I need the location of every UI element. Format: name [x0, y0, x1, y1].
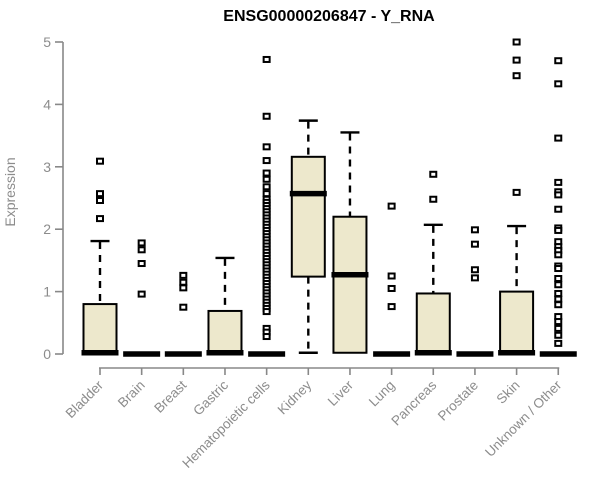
outlier-point — [387, 202, 396, 210]
outlier-point — [387, 272, 396, 280]
outlier-point — [137, 239, 146, 247]
outlier-point — [554, 226, 563, 234]
box-iqr — [82, 303, 118, 355]
outlier-point — [554, 274, 563, 282]
y-tick-label: 3 — [43, 159, 51, 175]
y-tick-label: 2 — [43, 221, 51, 237]
outlier-point — [470, 274, 479, 282]
outlier-point — [512, 72, 521, 80]
outlier-point — [179, 303, 188, 311]
outlier-point — [179, 284, 188, 292]
outlier-point — [137, 246, 146, 254]
outlier-point — [554, 318, 563, 326]
y-tick-label: 4 — [43, 96, 51, 112]
outlier-point — [470, 240, 479, 248]
outlier-point — [554, 191, 563, 199]
outlier-point — [262, 175, 271, 183]
outlier-point — [262, 190, 271, 198]
outlier-point — [554, 331, 563, 339]
outlier-point — [96, 190, 104, 198]
outlier-point — [554, 80, 563, 88]
outlier-point — [554, 324, 563, 332]
outlier-point — [512, 38, 521, 46]
outlier-point — [470, 266, 479, 274]
outlier-point — [554, 251, 563, 259]
x-tick-label: Prostate — [435, 378, 481, 424]
outlier-point — [262, 143, 271, 151]
outlier-point — [554, 295, 563, 303]
x-tick-label: Brain — [115, 378, 148, 411]
outlier-point — [387, 303, 396, 311]
outlier-point — [96, 157, 104, 165]
x-tick-label: Gastric — [190, 377, 231, 418]
outlier-point — [554, 281, 563, 289]
outlier-point — [137, 260, 146, 268]
box-iqr — [415, 292, 451, 355]
outlier-point — [512, 56, 521, 64]
outlier-point — [554, 289, 563, 297]
outlier-point — [137, 290, 146, 298]
outlier-point — [96, 196, 104, 204]
outlier-point — [179, 271, 188, 279]
x-tick-label: Skin — [494, 378, 523, 407]
box-iqr — [290, 155, 326, 278]
outlier-point — [262, 169, 271, 177]
y-axis-title: Expression — [2, 157, 18, 226]
outlier-point — [179, 278, 188, 286]
x-tick-label: Pancreas — [388, 377, 439, 428]
x-tick-label: Lung — [366, 378, 398, 410]
outlier-point — [554, 265, 563, 273]
outlier-point — [470, 226, 479, 234]
outlier-point — [262, 157, 271, 165]
outlier-point — [554, 301, 563, 309]
outlier-point — [554, 57, 563, 65]
outlier-point — [262, 183, 271, 191]
x-tick-label: Unknown / Other — [482, 377, 565, 460]
chart-title: ENSG00000206847 - Y_RNA — [223, 8, 435, 25]
outlier-point — [429, 195, 438, 203]
outlier-point — [512, 188, 521, 196]
x-tick-label: Bladder — [63, 377, 107, 421]
outlier-point — [554, 178, 563, 186]
outlier-point — [262, 333, 271, 341]
y-tick-label: 5 — [43, 34, 51, 50]
outlier-point — [387, 284, 396, 292]
y-tick-label: 0 — [43, 346, 51, 362]
x-tick-label: Kidney — [275, 377, 315, 417]
outlier-point — [262, 308, 271, 316]
box-iqr — [332, 215, 368, 354]
outlier-point — [262, 112, 271, 120]
x-tick-label: Breast — [151, 377, 189, 415]
outlier-point — [429, 170, 438, 178]
outlier-point — [554, 339, 563, 347]
x-tick-label: Liver — [325, 377, 357, 409]
box-iqr — [207, 309, 243, 355]
box-iqr — [499, 290, 535, 356]
y-tick-label: 1 — [43, 284, 51, 300]
outlier-point — [96, 215, 104, 223]
outlier-point — [554, 205, 563, 213]
outlier-point — [262, 55, 271, 63]
outlier-point — [554, 134, 563, 142]
